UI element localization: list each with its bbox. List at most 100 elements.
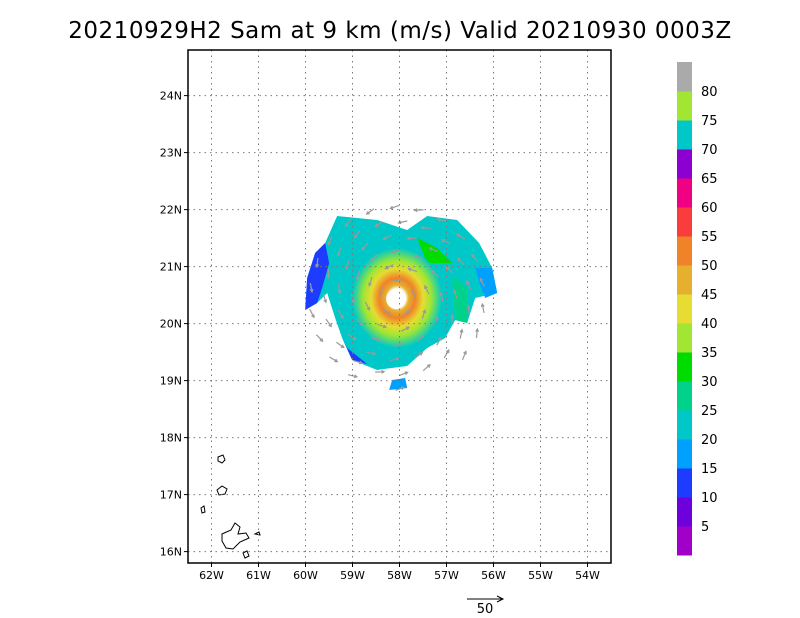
wind-vector-head <box>465 280 470 285</box>
colorbar-segment <box>677 352 692 382</box>
wind-vector <box>347 333 356 341</box>
wind-vector <box>467 305 470 315</box>
wind-vector-head <box>370 257 375 262</box>
colorbar-label: 40 <box>701 317 718 332</box>
colorbar-label: 70 <box>701 143 718 158</box>
wind-vector-head <box>475 327 480 333</box>
wind-vector-head <box>382 324 388 329</box>
colorbar-label: 50 <box>701 259 718 274</box>
wind-vector-head <box>413 254 418 259</box>
wind-vector-head <box>459 328 464 333</box>
wind-vector <box>459 329 463 339</box>
colorbar-label: 20 <box>701 433 718 448</box>
wind-vector-head <box>359 322 363 326</box>
wind-vector-head <box>326 274 331 280</box>
wind-vector <box>411 289 416 299</box>
wind-vector-head <box>480 302 485 308</box>
wind-vector <box>443 349 450 359</box>
wind-vector-head <box>439 291 444 297</box>
wind-vector-head <box>376 337 382 342</box>
wind-vector-head <box>311 314 315 319</box>
island-outline <box>216 485 228 496</box>
wind-vector-head <box>407 267 412 272</box>
colorbar-segment <box>677 120 692 150</box>
wind-vector <box>421 226 431 230</box>
wind-vector <box>322 293 327 303</box>
colorbar-label: 25 <box>701 404 718 419</box>
wind-vector <box>336 341 345 348</box>
wind-vector-head <box>428 247 433 251</box>
wind-vector <box>453 289 458 299</box>
map-frame <box>187 49 612 564</box>
wind-vector-head <box>372 351 377 356</box>
lat-tick-label: 21N <box>160 261 182 274</box>
colorbar-segment <box>677 62 692 92</box>
wind-vector <box>414 255 424 259</box>
wind-vector <box>366 351 376 355</box>
wind-vector-head <box>411 288 415 293</box>
wind-vector-head <box>436 217 441 222</box>
wind-vector-head <box>358 360 364 365</box>
wind-vector <box>390 357 400 362</box>
wind-vector <box>379 286 384 296</box>
wind-vector-head <box>334 358 339 363</box>
lat-tick-label: 17N <box>160 489 182 502</box>
island-outline <box>253 531 261 536</box>
storm-eye <box>386 288 407 309</box>
colorbar-label: 75 <box>701 114 718 129</box>
island-outline <box>217 454 226 464</box>
wind-vector-head <box>399 342 404 347</box>
wind-vector-head <box>323 299 328 304</box>
colorbar-label: 10 <box>701 491 718 506</box>
colorbar-label: 5 <box>701 520 709 535</box>
wind-vector-head <box>353 374 359 379</box>
wind-vector <box>400 326 410 332</box>
wind-speed-field <box>305 215 498 390</box>
lat-tick-label: 22N <box>160 204 182 217</box>
wind-vector <box>356 270 360 280</box>
wind-vector <box>329 356 338 363</box>
wind-vector <box>471 254 479 262</box>
wind-vector <box>414 352 423 359</box>
coastline-islands <box>200 454 261 559</box>
wind-vector <box>408 268 418 273</box>
wind-vector <box>399 371 408 377</box>
colorbar-segment <box>677 294 692 324</box>
wind-vector-head <box>466 304 471 309</box>
lon-tick-label: 54W <box>575 569 600 582</box>
colorbar-label: 80 <box>701 85 718 100</box>
wind-vector-head <box>337 290 342 295</box>
wind-vector <box>456 233 466 240</box>
map-grid <box>184 50 611 567</box>
wind-vector-head <box>424 284 428 290</box>
wind-speed-region <box>452 275 468 323</box>
wind-vector <box>437 218 447 222</box>
wind-vector-head <box>479 277 484 282</box>
wind-vector <box>364 301 370 311</box>
island-outline <box>200 505 206 514</box>
lat-tick-label: 20N <box>160 318 182 331</box>
wind-vector-head <box>422 309 427 314</box>
lon-tick-label: 59W <box>340 569 365 582</box>
wind-vector-head <box>328 323 332 328</box>
wind-vector <box>402 309 411 317</box>
wind-vector <box>461 351 467 361</box>
wind-vector <box>382 308 391 315</box>
wind-speed-region <box>475 267 498 298</box>
wind-vector <box>377 323 387 328</box>
wind-vector <box>422 364 431 372</box>
wind-vector <box>395 386 405 391</box>
colorbar-label: 65 <box>701 172 718 187</box>
wind-vector <box>383 234 392 240</box>
wind-vector-head <box>453 288 457 294</box>
colorbar-segment <box>677 91 692 121</box>
wind-vector-head <box>406 309 411 314</box>
wind-vector-head <box>463 350 467 355</box>
wind-vector <box>344 218 352 227</box>
wind-vector <box>416 334 424 342</box>
colorbar: 5 10 15 20 25 30 35 40 45 50 55 60 65 70 75 80 <box>677 62 718 556</box>
wind-vector <box>327 235 333 245</box>
wind-vector <box>366 208 375 215</box>
wind-vector-head <box>450 313 455 319</box>
